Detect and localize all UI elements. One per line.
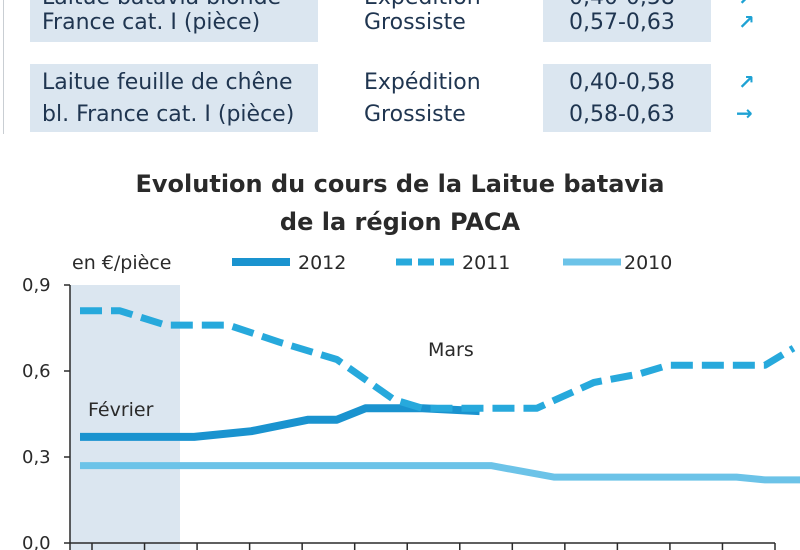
row1-name-band <box>30 0 318 42</box>
hausse-icon: ↗ <box>738 10 755 34</box>
annotation-fevrier: Février <box>88 399 154 421</box>
february-band <box>70 285 180 550</box>
row2-market-2: Grossiste <box>364 102 466 127</box>
row2-name-band <box>30 64 318 132</box>
row1-price-1: 0,40-0,58 <box>569 0 675 11</box>
series-line-2010 <box>80 462 800 484</box>
row1-price-band <box>543 0 711 42</box>
y-tick-label: 0,9 <box>22 275 51 296</box>
row1-product-line1: Laitue batavia blonde <box>42 0 281 11</box>
y-tick-label: 0,3 <box>22 447 51 468</box>
row1-price-2: 0,57-0,63 <box>569 10 675 35</box>
row2-product-line1: Laitue feuille de chêne <box>42 70 293 95</box>
chart-title-line1: Evolution du cours de la Laitue batavia <box>135 170 665 198</box>
series-line-2011 <box>80 307 796 412</box>
hausse-icon: ↗ <box>738 70 755 94</box>
table-left-rule <box>3 0 4 134</box>
legend-label-2011: 2011 <box>462 252 510 274</box>
y-tick-label: 0,6 <box>22 361 51 382</box>
y-tick-label: 0,0 <box>22 533 51 550</box>
row2-product-line2: bl. France cat. I (pièce) <box>42 102 295 127</box>
row1-product-line2: France cat. I (pièce) <box>42 10 261 35</box>
row1-market-1: Expédition <box>364 0 481 11</box>
series-line-2012 <box>80 404 480 441</box>
row1-market-2: Grossiste <box>364 10 466 35</box>
hausse-icon: ↗ <box>738 0 755 10</box>
legend-label-2012: 2012 <box>298 252 346 274</box>
stable-icon: → <box>736 101 753 125</box>
price-table: Laitue batavia blonde France cat. I (piè… <box>0 0 800 150</box>
row2-price-band <box>543 64 711 132</box>
row2-market-1: Expédition <box>364 70 481 95</box>
legend-label-2010: 2010 <box>624 252 672 274</box>
price-line-chart: 0,9 0,6 0,3 0,0 en €/pièce 2012 2011 2010 Févr… <box>22 252 800 550</box>
y-axis-unit-label: en €/pièce <box>72 252 171 274</box>
chart-title-line2: de la région PACA <box>279 208 521 236</box>
annotation-mars: Mars <box>428 339 474 361</box>
row2-price-2: 0,58-0,63 <box>569 102 675 127</box>
row2-price-1: 0,40-0,58 <box>569 70 675 95</box>
